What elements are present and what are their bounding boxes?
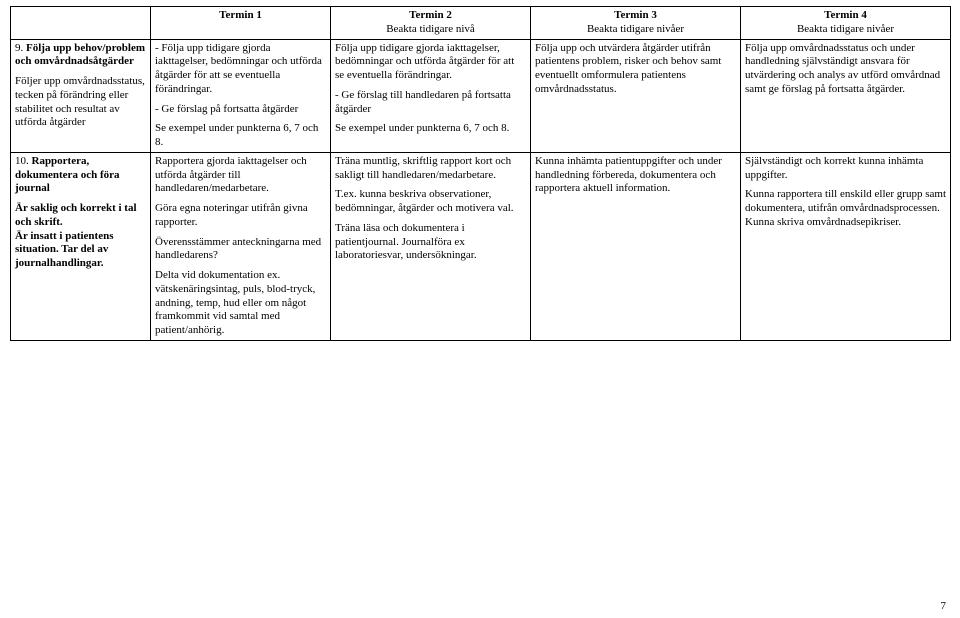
row9-t1-p3: Se exempel under punkterna 6, 7 och 8.: [155, 122, 326, 150]
row10-termin1: Rapportera gjorda iakttagelser och utför…: [151, 152, 331, 340]
row10-t1-p3: Överensstämmer anteckningarna med handle…: [155, 236, 326, 264]
row10-termin3: Kunna inhämta patientuppgifter och under…: [531, 152, 741, 340]
row10-t1-p4: Delta vid dokumentation ex. vätskenäring…: [155, 269, 326, 338]
row10-t4-p1: Självständigt och korrekt kunna inhämta …: [745, 155, 946, 183]
table-row: 10. Rapportera, dokumentera och föra jou…: [11, 152, 951, 340]
row9-t2-p2: - Ge förslag till handledaren på fortsat…: [335, 89, 526, 117]
header-termin3-sub: Beakta tidigare nivåer: [535, 23, 736, 37]
header-termin2-sub: Beakta tidigare nivå: [335, 23, 526, 37]
header-blank: [11, 7, 151, 40]
page-number: 7: [941, 600, 947, 612]
row10-title: Rapportera, dokumentera och föra journal: [15, 155, 120, 195]
row9-t1-p2: - Ge förslag på fortsatta åtgärder: [155, 103, 326, 117]
header-termin3: Termin 3 Beakta tidigare nivåer: [531, 7, 741, 40]
row9-t2-p3: Se exempel under punkterna 6, 7 och 8.: [335, 122, 526, 136]
row9-termin3: Följa upp och utvärdera åtgärder utifrån…: [531, 39, 741, 152]
header-termin3-title: Termin 3: [614, 9, 657, 21]
header-termin2: Termin 2 Beakta tidigare nivå: [331, 7, 531, 40]
header-termin2-title: Termin 2: [409, 9, 452, 21]
row10-t2-p3: Träna läsa och dokumentera i patientjour…: [335, 222, 526, 263]
row10-termin2: Träna muntlig, skriftlig rapport kort oc…: [331, 152, 531, 340]
row9-label: 9. Följa upp behov/problem och omvårdnad…: [11, 39, 151, 152]
header-termin4-sub: Beakta tidigare nivåer: [745, 23, 946, 37]
row9-num: 9.: [15, 42, 23, 54]
row9-t3-p1: Följa upp och utvärdera åtgärder utifrån…: [535, 42, 736, 97]
row10-t2-p1: Träna muntlig, skriftlig rapport kort oc…: [335, 155, 526, 183]
row10-label: 10. Rapportera, dokumentera och föra jou…: [11, 152, 151, 340]
row9-title: Följa upp behov/problem och omvårdnadsåt…: [15, 42, 145, 68]
header-row: Termin 1 Termin 2 Beakta tidigare nivå T…: [11, 7, 951, 40]
row10-t1-p2: Göra egna noteringar utifrån givna rappo…: [155, 202, 326, 230]
row10-num: 10.: [15, 155, 29, 167]
row9-desc: Följer upp omvårdnadsstatus, tecken på f…: [15, 75, 146, 130]
table-row: 9. Följa upp behov/problem och omvårdnad…: [11, 39, 951, 152]
header-termin4: Termin 4 Beakta tidigare nivåer: [741, 7, 951, 40]
row10-t2-p2: T.ex. kunna beskriva observationer, bedö…: [335, 188, 526, 216]
row9-t1-p1: - Följa upp tidigare gjorda iakttagelser…: [155, 42, 326, 97]
header-termin1: Termin 1: [151, 7, 331, 40]
row9-t4-p1: Följa upp omvårdnadsstatus och under han…: [745, 42, 946, 97]
row10-desc: Är saklig och korrekt i tal och skrift. …: [15, 202, 146, 271]
row10-termin4: Självständigt och korrekt kunna inhämta …: [741, 152, 951, 340]
row10-t1-p1: Rapportera gjorda iakttagelser och utför…: [155, 155, 326, 196]
row10-t3-p1: Kunna inhämta patientuppgifter och under…: [535, 155, 736, 196]
row9-termin4: Följa upp omvårdnadsstatus och under han…: [741, 39, 951, 152]
header-termin1-title: Termin 1: [219, 9, 262, 21]
curriculum-table: Termin 1 Termin 2 Beakta tidigare nivå T…: [10, 6, 951, 341]
row9-t2-p1: Följa upp tidigare gjorda iakttagelser, …: [335, 42, 526, 83]
row9-termin2: Följa upp tidigare gjorda iakttagelser, …: [331, 39, 531, 152]
header-termin4-title: Termin 4: [824, 9, 867, 21]
page: Termin 1 Termin 2 Beakta tidigare nivå T…: [0, 0, 960, 618]
row9-termin1: - Följa upp tidigare gjorda iakttagelser…: [151, 39, 331, 152]
row10-t4-p2: Kunna rapportera till enskild eller grup…: [745, 188, 946, 229]
